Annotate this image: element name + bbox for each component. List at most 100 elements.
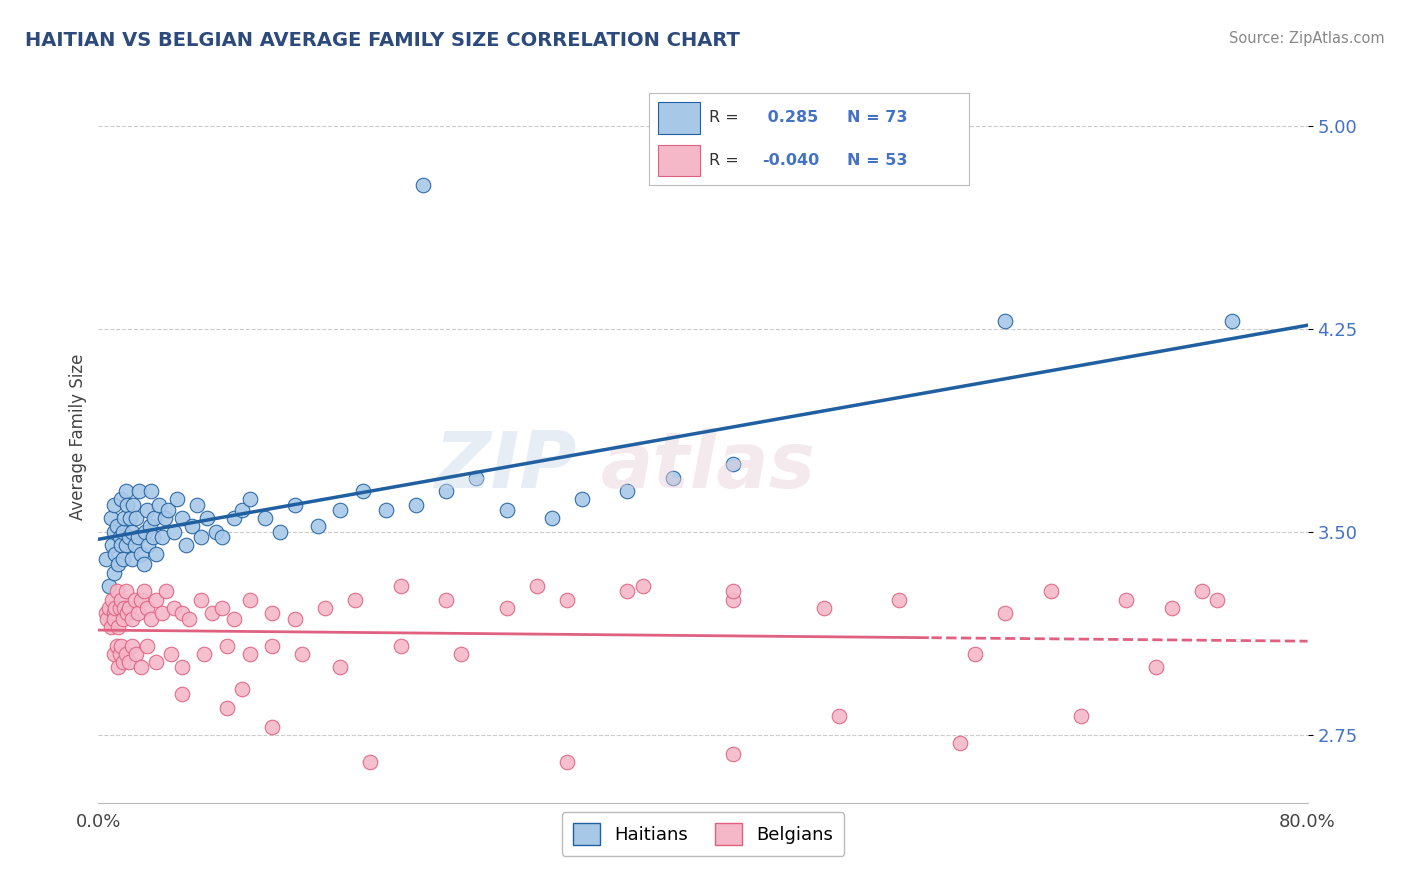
Point bbox=[231, 503, 253, 517]
Point bbox=[132, 558, 155, 572]
Point bbox=[195, 511, 218, 525]
Point bbox=[115, 498, 138, 512]
Point bbox=[129, 660, 152, 674]
Point bbox=[994, 313, 1017, 327]
Point bbox=[389, 639, 412, 653]
Point bbox=[253, 511, 276, 525]
Point bbox=[139, 519, 162, 533]
Point bbox=[115, 606, 138, 620]
Point bbox=[307, 519, 329, 533]
Point bbox=[190, 592, 212, 607]
Point bbox=[120, 511, 142, 525]
Point bbox=[1206, 592, 1229, 607]
Point bbox=[723, 457, 745, 471]
Point bbox=[141, 611, 163, 625]
Point bbox=[148, 498, 170, 512]
Point bbox=[101, 538, 124, 552]
Point bbox=[163, 600, 186, 615]
Point bbox=[211, 530, 233, 544]
Point bbox=[994, 606, 1017, 620]
Point bbox=[495, 600, 517, 615]
Point bbox=[224, 511, 246, 525]
Point bbox=[94, 552, 117, 566]
Point bbox=[103, 524, 125, 539]
Text: Source: ZipAtlas.com: Source: ZipAtlas.com bbox=[1229, 31, 1385, 46]
Point bbox=[239, 492, 262, 507]
Point bbox=[118, 600, 141, 615]
Point bbox=[526, 579, 548, 593]
Point bbox=[405, 498, 427, 512]
Point bbox=[103, 606, 125, 620]
Text: ZIP: ZIP bbox=[434, 428, 576, 504]
Point bbox=[129, 592, 152, 607]
Point bbox=[107, 660, 129, 674]
Point bbox=[108, 600, 131, 615]
Point bbox=[135, 639, 157, 653]
Point bbox=[98, 600, 121, 615]
Point bbox=[571, 492, 593, 507]
Point bbox=[329, 660, 352, 674]
Point bbox=[723, 592, 745, 607]
Point bbox=[1160, 600, 1182, 615]
Point bbox=[170, 606, 193, 620]
Point bbox=[352, 484, 374, 499]
Point bbox=[108, 647, 131, 661]
Point bbox=[450, 647, 472, 661]
Point bbox=[262, 639, 284, 653]
Point bbox=[111, 552, 134, 566]
Point bbox=[434, 592, 457, 607]
Point bbox=[111, 655, 134, 669]
Point bbox=[105, 639, 128, 653]
Point bbox=[141, 484, 163, 499]
Point bbox=[231, 681, 253, 696]
Point bbox=[1191, 584, 1213, 599]
Point bbox=[108, 530, 131, 544]
Point bbox=[1039, 584, 1062, 599]
Point bbox=[112, 600, 135, 615]
Point bbox=[211, 600, 233, 615]
Point bbox=[284, 611, 307, 625]
Point bbox=[94, 606, 117, 620]
Point bbox=[145, 547, 167, 561]
Point bbox=[314, 600, 336, 615]
Point bbox=[1115, 592, 1137, 607]
Point bbox=[284, 498, 307, 512]
Point bbox=[201, 606, 224, 620]
Point bbox=[136, 538, 159, 552]
Point bbox=[135, 503, 157, 517]
Point bbox=[150, 530, 173, 544]
Point bbox=[114, 647, 136, 661]
Point bbox=[412, 178, 434, 193]
Point bbox=[179, 611, 201, 625]
Point bbox=[215, 639, 238, 653]
Point bbox=[110, 538, 132, 552]
Point bbox=[434, 484, 457, 499]
Point bbox=[205, 524, 228, 539]
Point bbox=[127, 606, 149, 620]
Point bbox=[465, 471, 488, 485]
Point bbox=[949, 736, 972, 750]
Point bbox=[193, 647, 215, 661]
Point bbox=[269, 524, 291, 539]
Point bbox=[166, 492, 188, 507]
Point bbox=[121, 639, 143, 653]
Point bbox=[828, 709, 851, 723]
Point bbox=[110, 492, 132, 507]
Point bbox=[555, 592, 578, 607]
Point bbox=[495, 503, 517, 517]
Point bbox=[616, 584, 638, 599]
Point bbox=[96, 611, 118, 625]
Point bbox=[118, 530, 141, 544]
Point bbox=[174, 538, 197, 552]
Text: atlas: atlas bbox=[600, 428, 815, 504]
Point bbox=[181, 519, 204, 533]
Point bbox=[360, 755, 382, 769]
Point bbox=[540, 511, 562, 525]
Point bbox=[1144, 660, 1167, 674]
Point bbox=[107, 558, 129, 572]
Point bbox=[129, 547, 152, 561]
Point bbox=[723, 584, 745, 599]
Point bbox=[107, 620, 129, 634]
Legend: Haitians, Belgians: Haitians, Belgians bbox=[562, 813, 844, 856]
Point bbox=[121, 611, 143, 625]
